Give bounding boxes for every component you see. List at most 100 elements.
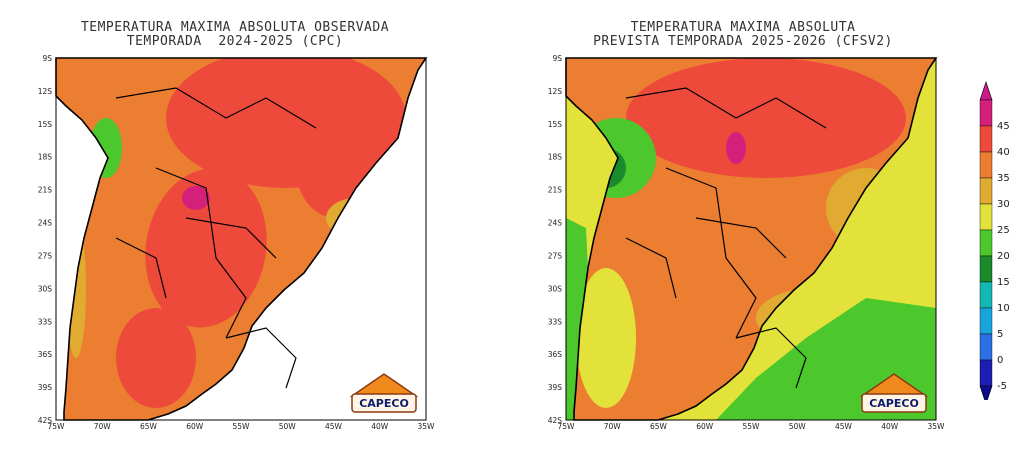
lat-tick-label: 42S <box>38 416 53 425</box>
colorbar-segment <box>979 255 993 283</box>
lat-tick-label: 27S <box>38 251 53 260</box>
temperature-colorbar: 45 40 35 30 25 20 15 10 5 0 -5 <box>979 81 1010 400</box>
country-border <box>115 237 167 299</box>
colorbar-label: 5 <box>997 329 1003 340</box>
temperature-field-patch <box>626 58 906 178</box>
lat-tick-label: 42S <box>548 416 563 425</box>
colorbar-segment <box>979 203 993 231</box>
lat-tick-label: 12S <box>38 87 53 96</box>
colorbar-label: 25 <box>997 225 1010 236</box>
map-title-line1: TEMPERATURA MAXIMA ABSOLUTA <box>630 20 856 35</box>
capeco-logo: CAPECO <box>859 373 929 413</box>
lat-tick-label: 27S <box>548 251 563 260</box>
colorbar-label: 30 <box>997 199 1010 210</box>
colorbar-segment <box>979 99 993 127</box>
lat-tick-label: 15S <box>548 120 563 129</box>
colorbar-segment <box>979 281 993 309</box>
country-border <box>735 327 807 389</box>
lon-tick-label: 65W <box>650 422 668 431</box>
lat-tick-label: 24S <box>38 219 53 228</box>
colorbar-label: 40 <box>997 147 1010 158</box>
colorbar-min-arrow <box>979 385 993 400</box>
coastline <box>55 57 428 421</box>
colorbar-segment <box>979 333 993 361</box>
country-border <box>185 217 277 259</box>
colorbar-segment <box>979 177 993 205</box>
colorbar-segment <box>979 125 993 153</box>
plot-frame <box>55 57 427 421</box>
lon-tick-label: 45W <box>835 422 853 431</box>
lat-tick-label: 18S <box>548 153 563 162</box>
lat-tick-label: 21S <box>38 186 53 195</box>
lat-tick-label: 24S <box>548 219 563 228</box>
lat-tick-label: 30S <box>38 284 53 293</box>
country-border <box>625 87 827 129</box>
country-border <box>625 237 677 299</box>
colorbar-label: -5 <box>997 381 1007 392</box>
lat-tick-label: 39S <box>548 383 563 392</box>
lon-tick-label: 45W <box>325 422 343 431</box>
lon-tick-label: 60W <box>696 422 714 431</box>
lon-tick-label: 40W <box>371 422 389 431</box>
pacific-cool-area <box>566 218 588 420</box>
lon-tick-label: 40W <box>881 422 899 431</box>
country-border <box>155 167 247 339</box>
lon-tick-label: 35W <box>928 422 946 431</box>
temperature-field-patch <box>116 308 196 408</box>
lat-tick-label: 36S <box>38 350 53 359</box>
lon-tick-label: 55W <box>743 422 761 431</box>
lat-tick-label: 9S <box>42 54 52 63</box>
temperature-field-patch <box>182 186 210 210</box>
lon-tick-label: 70W <box>604 422 622 431</box>
logo-text: CAPECO <box>869 397 919 410</box>
lat-tick-label: 18S <box>38 153 53 162</box>
country-border <box>695 217 787 259</box>
map-title-forecast: TEMPERATURA MAXIMA ABSOLUTA PREVISTA TEM… <box>548 21 938 49</box>
country-border <box>665 167 757 339</box>
lat-tick-label: 15S <box>38 120 53 129</box>
colorbar-segment <box>979 151 993 179</box>
lat-tick-label: 30S <box>548 284 563 293</box>
map-title-observed: TEMPERATURA MAXIMA ABSOLUTA OBSERVADA TE… <box>40 21 430 49</box>
country-border <box>115 87 317 129</box>
colorbar-label: 0 <box>997 355 1003 366</box>
colorbar-segment <box>979 359 993 387</box>
country-border <box>225 327 297 389</box>
lat-tick-label: 33S <box>548 317 563 326</box>
logo-box <box>351 393 417 413</box>
lon-tick-label: 35W <box>418 422 436 431</box>
lon-tick-label: 60W <box>186 422 204 431</box>
logo-text: CAPECO <box>359 397 409 410</box>
lon-tick-label: 55W <box>233 422 251 431</box>
lat-tick-label: 21S <box>548 186 563 195</box>
lon-tick-label: 75W <box>558 422 576 431</box>
capeco-logo: CAPECO <box>349 373 419 413</box>
coastline <box>565 57 938 421</box>
colorbar-label: 45 <box>997 121 1010 132</box>
temperature-field-patch <box>726 132 746 164</box>
logo-box <box>861 393 927 413</box>
map-title-line2: TEMPORADA 2024-2025 (CPC) <box>126 34 344 49</box>
lon-tick-label: 50W <box>789 422 807 431</box>
lon-tick-label: 50W <box>279 422 297 431</box>
map-title-line2: PREVISTA TEMPORADA 2025-2026 (CFSV2) <box>593 34 893 49</box>
lon-tick-label: 70W <box>94 422 112 431</box>
lon-tick-label: 65W <box>140 422 158 431</box>
lat-tick-label: 12S <box>548 87 563 96</box>
colorbar-label: 15 <box>997 277 1010 288</box>
colorbar-label: 10 <box>997 303 1010 314</box>
lat-tick-label: 39S <box>38 383 53 392</box>
plot-frame <box>565 57 937 421</box>
colorbar-segment <box>979 229 993 257</box>
colorbar-max-arrow <box>979 81 993 101</box>
lat-tick-label: 33S <box>38 317 53 326</box>
lat-tick-label: 36S <box>548 350 563 359</box>
lon-tick-label: 75W <box>48 422 66 431</box>
colorbar-label: 35 <box>997 173 1010 184</box>
map-title-line1: TEMPERATURA MAXIMA ABSOLUTA OBSERVADA <box>80 20 390 35</box>
colorbar-label: 20 <box>997 251 1010 262</box>
lat-tick-label: 9S <box>552 54 562 63</box>
temperature-field-patch <box>576 268 636 408</box>
